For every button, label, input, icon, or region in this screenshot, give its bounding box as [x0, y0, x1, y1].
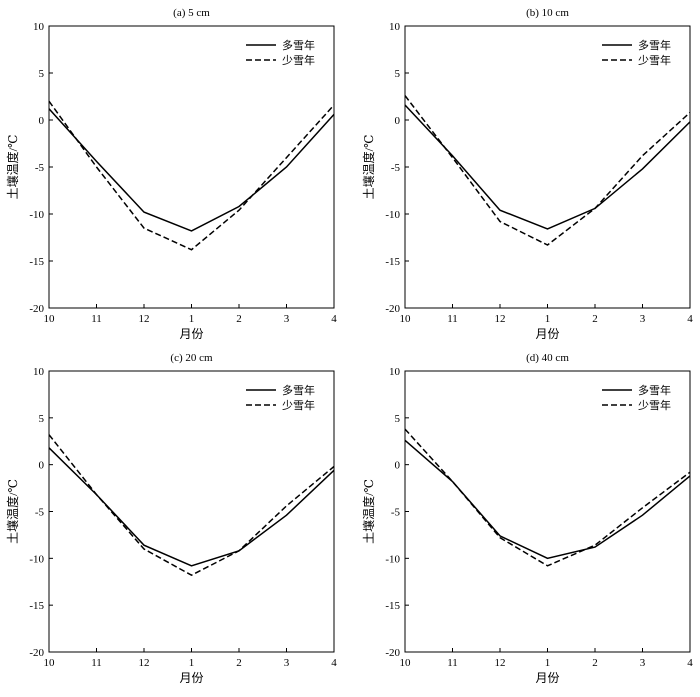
series-line-2 — [48, 100, 335, 251]
x-tick-label: 4 — [331, 657, 337, 669]
series-line-1 — [48, 108, 335, 232]
x-tick-label: 1 — [189, 313, 195, 325]
x-tick-label: 2 — [236, 657, 242, 669]
y-tick-label: -10 — [385, 209, 400, 221]
series-line-1 — [48, 447, 335, 567]
y-tick-label: 10 — [389, 366, 401, 378]
x-tick-label: 3 — [640, 657, 646, 669]
legend-label-1: 多雪年 — [282, 383, 315, 397]
x-tick-label: 4 — [687, 657, 693, 669]
series-line-2 — [48, 434, 335, 577]
x-tick-label: 10 — [400, 657, 412, 669]
plot-frame — [404, 25, 691, 309]
y-tick-label: 0 — [395, 460, 401, 472]
legend-label-2: 少雪年 — [282, 398, 315, 412]
x-tick-label: 3 — [284, 657, 290, 669]
x-tick-label: 12 — [139, 313, 150, 325]
legend-label-1: 多雪年 — [638, 38, 671, 52]
x-tick-label: 10 — [400, 313, 412, 325]
y-tick-label: -5 — [391, 162, 401, 174]
x-tick-label: 4 — [331, 313, 337, 325]
panel-title: (d) 40 cm — [526, 352, 569, 364]
y-tick-label: -10 — [29, 553, 44, 565]
y-tick-label: -20 — [385, 303, 400, 315]
y-tick-label: 5 — [39, 68, 45, 80]
x-tick-label: 1 — [189, 657, 195, 669]
legend-label-2: 少雪年 — [638, 398, 671, 412]
y-tick-label: 10 — [33, 21, 45, 33]
y-tick-label: 0 — [395, 115, 401, 127]
y-tick-label: 5 — [395, 68, 401, 80]
series-line-2 — [404, 428, 691, 567]
y-tick-label: -10 — [385, 553, 400, 565]
y-tick-label: -5 — [35, 162, 45, 174]
x-tick-label: 11 — [447, 313, 458, 325]
x-tick-label: 11 — [91, 657, 102, 669]
x-tick-label: 12 — [495, 657, 506, 669]
x-tick-label: 2 — [592, 313, 598, 325]
plot-frame — [48, 25, 335, 309]
x-axis-title: 月份 — [179, 671, 203, 685]
y-axis-title: 土壤温度/℃ — [5, 479, 20, 544]
x-axis-title: 月份 — [535, 671, 559, 685]
legend-label-2: 少雪年 — [638, 53, 671, 67]
y-tick-label: -20 — [29, 303, 44, 315]
x-tick-label: 2 — [236, 313, 242, 325]
x-tick-label: 4 — [687, 313, 693, 325]
legend-label-1: 多雪年 — [638, 383, 671, 397]
x-tick-label: 1 — [545, 313, 551, 325]
x-tick-label: 2 — [592, 657, 598, 669]
y-tick-label: 10 — [33, 366, 45, 378]
x-tick-label: 1 — [545, 657, 551, 669]
x-axis-title: 月份 — [535, 327, 559, 341]
series-line-2 — [404, 95, 691, 246]
x-tick-label: 11 — [447, 657, 458, 669]
series-line-1 — [404, 104, 691, 230]
y-tick-label: 10 — [389, 21, 401, 33]
legend-label-2: 少雪年 — [282, 53, 315, 67]
panel-title: (b) 10 cm — [526, 7, 569, 19]
y-tick-label: 5 — [395, 413, 401, 425]
x-tick-label: 12 — [495, 313, 506, 325]
y-tick-label: -15 — [385, 256, 400, 268]
panel-title: (c) 20 cm — [170, 352, 213, 364]
y-tick-label: -5 — [35, 507, 45, 519]
y-tick-label: -20 — [29, 647, 44, 659]
y-tick-label: -10 — [29, 209, 44, 221]
y-tick-label: -15 — [385, 600, 400, 612]
x-tick-label: 10 — [44, 657, 56, 669]
panel-title: (a) 5 cm — [173, 7, 210, 19]
y-tick-label: -5 — [391, 507, 401, 519]
y-axis-title: 土壤温度/℃ — [361, 135, 376, 200]
y-tick-label: -15 — [29, 600, 44, 612]
y-tick-label: -15 — [29, 256, 44, 268]
y-tick-label: 0 — [39, 460, 45, 472]
y-axis-title: 土壤温度/℃ — [361, 479, 376, 544]
x-tick-label: 3 — [284, 313, 290, 325]
legend-label-1: 多雪年 — [282, 38, 315, 52]
x-tick-label: 11 — [91, 313, 102, 325]
x-tick-label: 3 — [640, 313, 646, 325]
y-tick-label: 0 — [39, 115, 45, 127]
y-tick-label: -20 — [385, 647, 400, 659]
y-axis-title: 土壤温度/℃ — [5, 135, 20, 200]
x-axis-title: 月份 — [179, 327, 203, 341]
series-line-1 — [404, 439, 691, 560]
x-tick-label: 12 — [139, 657, 150, 669]
x-tick-label: 10 — [44, 313, 56, 325]
y-tick-label: 5 — [39, 413, 45, 425]
